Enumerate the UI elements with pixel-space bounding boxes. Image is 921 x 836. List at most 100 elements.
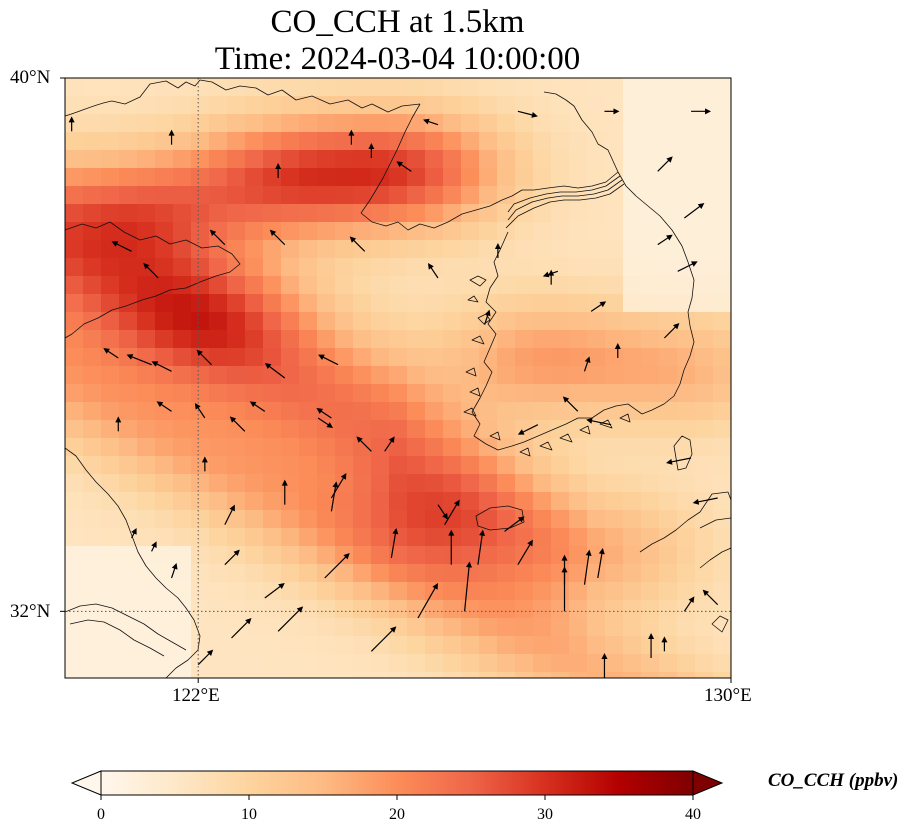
field-cell	[515, 384, 534, 403]
field-cell	[659, 510, 678, 529]
field-cell	[497, 294, 516, 313]
field-cell	[695, 456, 714, 475]
colorbar-extend-min	[70, 770, 102, 796]
field-cell	[497, 384, 516, 403]
field-cell	[569, 330, 588, 349]
field-cell	[281, 366, 300, 385]
field-cell	[101, 420, 120, 439]
field-cell	[389, 420, 408, 439]
field-cell	[461, 654, 480, 673]
field-cell	[623, 438, 642, 457]
field-cell	[101, 312, 120, 331]
field-cell	[533, 222, 552, 241]
field-cell	[137, 420, 156, 439]
field-cell	[443, 366, 462, 385]
field-cell	[209, 276, 228, 295]
field-cell	[281, 456, 300, 475]
field-cell	[479, 636, 498, 655]
field-cell	[353, 222, 372, 241]
field-cell	[317, 276, 336, 295]
field-cell	[443, 510, 462, 529]
field-cell	[83, 330, 102, 349]
field-cell	[173, 258, 192, 277]
field-cell	[245, 240, 264, 259]
field-cell	[605, 132, 624, 151]
field-cell	[533, 420, 552, 439]
field-cell	[191, 618, 210, 637]
wind-arrow	[115, 416, 122, 432]
field-cell	[551, 564, 570, 583]
field-cell	[695, 438, 714, 457]
field-cell	[137, 114, 156, 133]
field-cell	[263, 636, 282, 655]
field-cell	[281, 114, 300, 133]
field-cell	[281, 510, 300, 529]
field-cell	[605, 294, 624, 313]
field-cell	[407, 240, 426, 259]
field-cell	[497, 546, 516, 565]
field-cell	[461, 564, 480, 583]
field-cell	[191, 312, 210, 331]
field-cell	[713, 672, 731, 678]
field-cell	[299, 114, 318, 133]
field-cell	[353, 294, 372, 313]
field-cell	[515, 636, 534, 655]
field-cell	[245, 366, 264, 385]
field-cell	[425, 168, 444, 187]
field-cell	[83, 528, 102, 547]
field-cell	[173, 582, 192, 601]
field-cell	[137, 222, 156, 241]
field-cell	[101, 582, 120, 601]
field-cell	[389, 654, 408, 673]
field-cell	[497, 330, 516, 349]
field-cell	[641, 582, 660, 601]
field-cell	[443, 654, 462, 673]
field-cell	[191, 78, 210, 97]
field-cell	[497, 654, 516, 673]
field-cell	[569, 258, 588, 277]
wind-arrow	[422, 118, 439, 126]
field-cell	[587, 456, 606, 475]
wind-arrow	[111, 241, 132, 252]
field-cell	[155, 78, 174, 97]
field-cell	[335, 402, 354, 421]
field-cell	[137, 546, 156, 565]
field-cell	[317, 636, 336, 655]
field-cell	[191, 546, 210, 565]
field-cell	[605, 114, 624, 133]
field-cell	[65, 564, 84, 583]
field-cell	[497, 474, 516, 493]
wind-arrow	[151, 361, 172, 372]
field-cell	[281, 636, 300, 655]
field-cell	[551, 276, 570, 295]
field-cell	[155, 672, 174, 678]
field-cell	[533, 294, 552, 313]
field-cell	[533, 168, 552, 187]
field-cell	[83, 186, 102, 205]
field-cell	[263, 672, 282, 678]
field-cell	[407, 384, 426, 403]
field-cell	[65, 546, 84, 565]
field-cell	[659, 492, 678, 511]
field-cell	[533, 366, 552, 385]
field-cell	[101, 618, 120, 637]
field-cell	[83, 636, 102, 655]
field-cell	[605, 240, 624, 259]
field-cell	[335, 114, 354, 133]
field-cell	[137, 402, 156, 421]
field-cell	[497, 312, 516, 331]
field-cell	[101, 294, 120, 313]
field-cell	[371, 636, 390, 655]
field-cell	[353, 330, 372, 349]
field-cell	[389, 546, 408, 565]
field-cell	[173, 510, 192, 529]
field-cell	[533, 582, 552, 601]
field-cell	[497, 582, 516, 601]
field-cell	[209, 186, 228, 205]
field-cell	[191, 510, 210, 529]
field-cell	[389, 582, 408, 601]
field-cell	[515, 330, 534, 349]
field-cell	[155, 600, 174, 619]
field-cell	[623, 492, 642, 511]
field-cell	[101, 204, 120, 223]
